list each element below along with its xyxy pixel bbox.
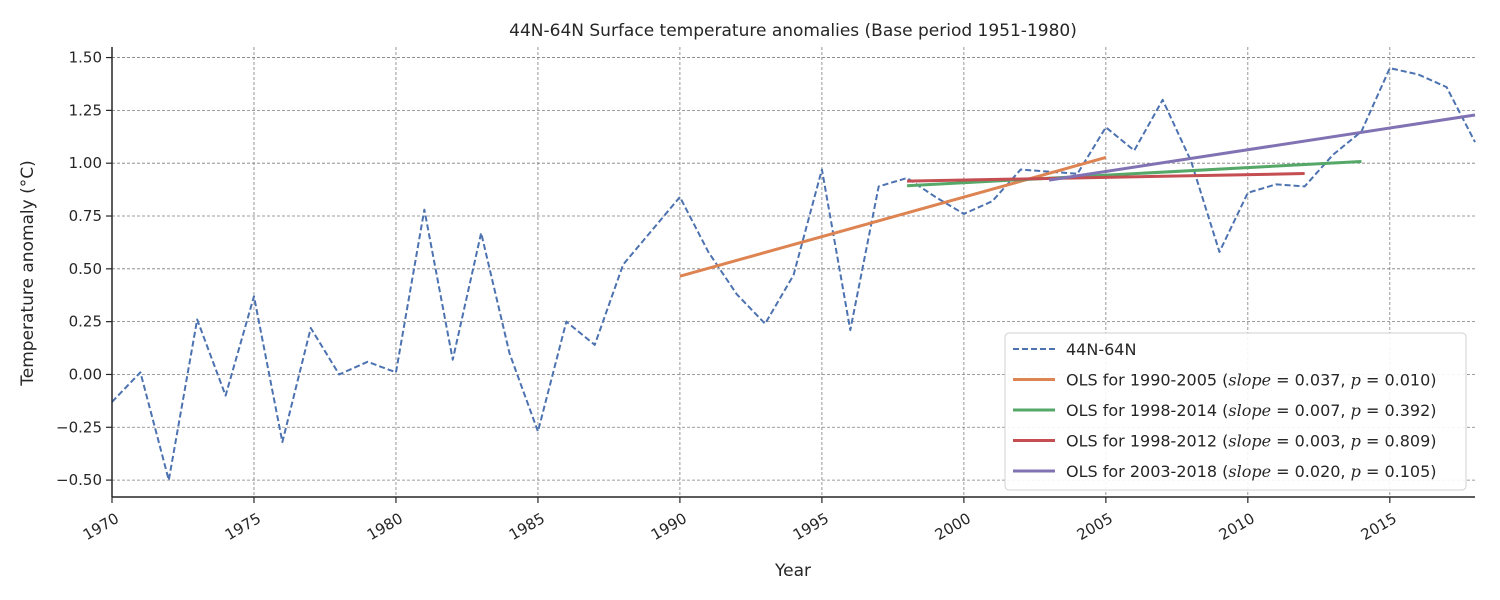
y-tick-label: −0.50 — [56, 471, 102, 489]
y-tick-label: 1.00 — [69, 154, 102, 172]
x-tick-label: 1990 — [648, 509, 690, 544]
x-tick-label: 2005 — [1074, 509, 1116, 544]
legend-box — [1004, 332, 1467, 491]
legend-entry-label: OLS for 1998-2012 (slope = 0.003, p = 0.… — [1066, 432, 1436, 451]
legend-entry-label: OLS for 1998-2014 (slope = 0.007, p = 0.… — [1066, 401, 1436, 420]
series-line-ols-1990-2005 — [679, 156, 1107, 278]
x-tick-label: 1985 — [506, 509, 548, 544]
legend-entry-label: 44N-64N — [1066, 340, 1136, 359]
series-line-ols-1998-2012 — [907, 172, 1305, 183]
legend-entry-label: OLS for 1990-2005 (slope = 0.037, p = 0.… — [1066, 371, 1436, 390]
series-layer — [111, 67, 1476, 482]
x-tick-label: 1995 — [790, 509, 832, 544]
y-tick-label: 0.25 — [69, 313, 102, 331]
legend-entry-label: OLS for 2003-2018 (slope = 0.020, p = 0.… — [1066, 462, 1436, 481]
x-tick-label: 2015 — [1358, 509, 1400, 544]
y-axis-label: Temperature anomaly (°C) — [18, 160, 38, 386]
legend: 44N-64N OLS for 1990-2005 (slope = 0.037,… — [1004, 332, 1467, 491]
series-line-ols-2003-2018 — [1048, 113, 1476, 182]
y-tick-label: 0.00 — [69, 365, 102, 383]
x-tick-label: 2010 — [1216, 509, 1258, 544]
y-tick-label: 0.50 — [69, 260, 102, 278]
y-tick-label: 0.75 — [69, 207, 102, 225]
x-tick-label: 2000 — [932, 509, 974, 544]
x-axis-label: Year — [774, 561, 811, 581]
chart-title: 44N-64N Surface temperature anomalies (B… — [509, 21, 1077, 41]
y-tick-label: −0.25 — [56, 418, 102, 436]
x-tick-label: 1975 — [222, 509, 264, 544]
y-tick-label: 1.25 — [69, 101, 102, 119]
x-tick-label: 1970 — [80, 509, 122, 544]
series-line-ols-1998-2014 — [906, 160, 1362, 188]
y-tick-label: 1.50 — [69, 49, 102, 67]
series-line-anomaly — [111, 67, 1476, 482]
x-tick-label: 1980 — [364, 509, 406, 544]
